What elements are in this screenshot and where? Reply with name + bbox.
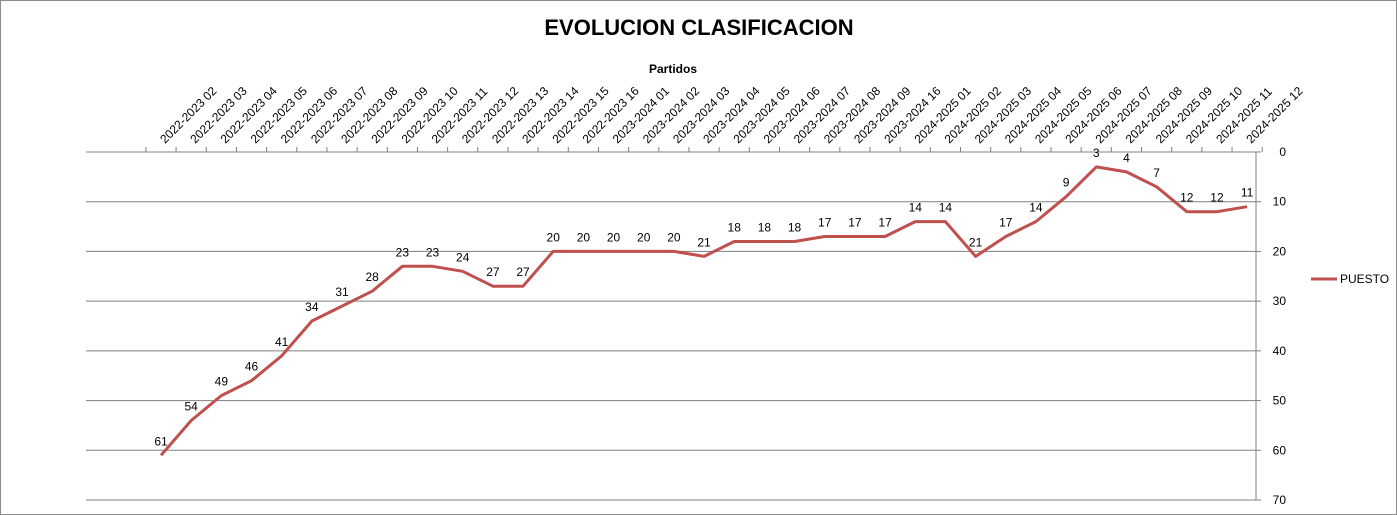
data-label: 20 [547, 230, 561, 244]
data-label: 54 [184, 399, 198, 413]
legend: PUESTO [1311, 272, 1389, 286]
data-label: 23 [426, 245, 440, 259]
data-label: 18 [728, 220, 742, 234]
y-tick-label: 20 [1273, 244, 1287, 258]
data-label: 14 [939, 201, 953, 215]
data-label: 3 [1093, 146, 1100, 160]
chart-title: EVOLUCION CLASIFICACION [544, 15, 853, 40]
data-label: 21 [697, 235, 711, 249]
data-label: 20 [607, 230, 621, 244]
data-label: 34 [305, 300, 319, 314]
data-label: 24 [456, 250, 470, 264]
data-label: 27 [516, 265, 530, 279]
data-label: 17 [818, 216, 832, 230]
y-tick-label: 70 [1273, 493, 1287, 507]
data-label: 12 [1180, 191, 1194, 205]
data-label: 9 [1063, 176, 1070, 190]
data-label: 20 [667, 230, 681, 244]
data-label: 14 [909, 201, 923, 215]
data-label: 23 [396, 245, 410, 259]
y-axis: 0 10 20 30 40 50 60 70 [1255, 145, 1287, 507]
data-label: 20 [637, 230, 651, 244]
y-tick-label: 30 [1273, 294, 1287, 308]
data-label: 11 [1241, 186, 1254, 200]
data-label: 28 [366, 270, 380, 284]
data-label: 61 [154, 434, 168, 448]
gridlines [86, 151, 1256, 501]
y-tick-label: 40 [1273, 344, 1287, 358]
x-axis-label: Partidos [649, 62, 697, 76]
series-layer [159, 165, 1248, 457]
data-label: 41 [275, 335, 289, 349]
data-label: 17 [999, 216, 1013, 230]
series-line-puesto [159, 165, 1248, 457]
y-tick-label: 0 [1279, 145, 1286, 159]
data-label: 17 [878, 216, 892, 230]
y-tick-label: 50 [1273, 394, 1287, 408]
data-label: 27 [486, 265, 500, 279]
legend-label: PUESTO [1340, 272, 1389, 286]
data-label: 4 [1123, 151, 1130, 165]
data-label: 49 [215, 375, 229, 389]
data-label: 18 [788, 220, 802, 234]
data-label: 31 [335, 285, 349, 299]
data-label: 14 [1029, 201, 1043, 215]
y-tick-label: 10 [1273, 195, 1287, 209]
y-tick-label: 60 [1273, 443, 1287, 457]
data-label: 21 [969, 235, 983, 249]
data-label: 18 [758, 220, 772, 234]
data-label: 46 [245, 360, 259, 374]
data-label: 12 [1210, 191, 1224, 205]
data-label: 17 [848, 216, 862, 230]
data-label: 20 [577, 230, 591, 244]
data-label: 7 [1153, 166, 1160, 180]
